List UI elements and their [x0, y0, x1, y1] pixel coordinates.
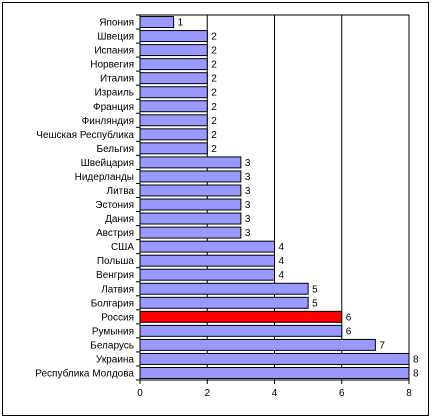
x-tick-label: 0 — [137, 388, 143, 399]
bar-3 — [139, 58, 208, 71]
bar-13 — [139, 198, 242, 211]
category-label: Япония — [99, 18, 134, 29]
bar-18 — [139, 268, 275, 281]
category-label: Финляндия — [82, 116, 134, 127]
category-label: Болгария — [91, 298, 134, 309]
data-label: 2 — [211, 60, 217, 71]
bar-8 — [139, 128, 208, 141]
category-label: Дания — [105, 214, 134, 225]
data-label: 2 — [211, 102, 217, 113]
bar-14 — [139, 212, 242, 225]
category-label: США — [111, 242, 134, 253]
data-label: 5 — [312, 298, 318, 309]
category-label: Латвия — [101, 284, 134, 295]
category-label: Нидерланды — [75, 172, 134, 183]
bar-9 — [139, 142, 208, 155]
category-label: Италия — [100, 74, 134, 85]
category-label: Эстония — [95, 200, 134, 211]
data-label: 4 — [279, 242, 285, 253]
data-label: 8 — [413, 354, 419, 365]
category-label: Польша — [97, 256, 135, 267]
bar-chart: Япония 1 Швеция 2 Испания 2 Норвегия 2 Италия 2 Из… — [35, 14, 419, 399]
data-label: 6 — [346, 326, 352, 337]
category-label: Украина — [96, 354, 135, 365]
bar-4 — [139, 72, 208, 85]
category-label: Швейцария — [81, 158, 134, 169]
data-label: 3 — [245, 172, 251, 183]
data-label: 3 — [245, 200, 251, 211]
data-label: 3 — [245, 158, 251, 169]
data-label: 2 — [211, 130, 217, 141]
data-label: 5 — [312, 284, 318, 295]
data-label: 3 — [245, 186, 251, 197]
data-label: 2 — [211, 88, 217, 99]
data-label: 3 — [245, 214, 251, 225]
bar-15 — [139, 226, 242, 239]
bar-12 — [139, 184, 242, 197]
data-label: 2 — [211, 74, 217, 85]
data-label: 2 — [211, 116, 217, 127]
bar-24 — [139, 352, 410, 365]
x-tick-label: 8 — [406, 388, 412, 399]
category-label: Франция — [93, 102, 134, 113]
category-label: Испания — [94, 46, 134, 57]
bar-19 — [139, 282, 309, 295]
bar-5 — [139, 86, 208, 99]
bar-21 — [139, 310, 343, 323]
category-label: Литва — [107, 186, 135, 197]
bar-25 — [139, 367, 410, 379]
category-label: Беларусь — [90, 340, 134, 351]
data-label: 2 — [211, 32, 217, 43]
category-label: Австрия — [96, 228, 134, 239]
data-label: 2 — [211, 144, 217, 155]
bar-7 — [139, 114, 208, 127]
x-tick-label: 4 — [272, 388, 278, 399]
bar-17 — [139, 254, 275, 267]
bar-16 — [139, 240, 275, 253]
bar-6 — [139, 100, 208, 113]
category-label: Республика Молдова — [35, 367, 134, 379]
data-label: 4 — [279, 256, 285, 267]
x-tick-label: 2 — [204, 388, 210, 399]
bar-11 — [139, 170, 242, 183]
category-label: Норвегия — [90, 60, 134, 71]
data-label: 8 — [413, 368, 419, 379]
category-label: Бельгия — [97, 144, 135, 155]
data-label: 1 — [178, 18, 184, 29]
bar-22 — [139, 324, 343, 337]
bar-2 — [139, 44, 208, 57]
bar-1 — [139, 30, 208, 43]
category-label: Румыния — [92, 326, 134, 337]
category-label: Израиль — [94, 88, 134, 99]
bar-20 — [139, 296, 309, 309]
bar-0 — [139, 16, 175, 28]
chart-container: Япония 1 Швеция 2 Испания 2 Норвегия 2 Италия 2 Из… — [2, 2, 429, 416]
data-label: 6 — [346, 312, 352, 323]
data-label: 3 — [245, 228, 251, 239]
data-label: 4 — [279, 270, 285, 281]
bar-10 — [139, 156, 242, 169]
data-label: 7 — [379, 340, 385, 351]
category-label: Россия — [101, 312, 134, 323]
category-label: Венгрия — [96, 270, 134, 281]
x-tick-label: 6 — [339, 388, 345, 399]
bar-23 — [139, 338, 376, 351]
category-label: Чешская Республика — [36, 129, 134, 141]
data-label: 2 — [211, 46, 217, 57]
category-label: Швеция — [97, 32, 134, 43]
